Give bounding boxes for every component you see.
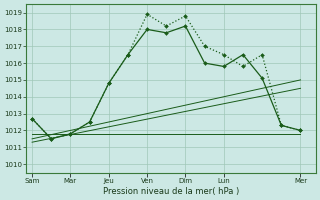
X-axis label: Pression niveau de la mer( hPa ): Pression niveau de la mer( hPa ): [103, 187, 239, 196]
